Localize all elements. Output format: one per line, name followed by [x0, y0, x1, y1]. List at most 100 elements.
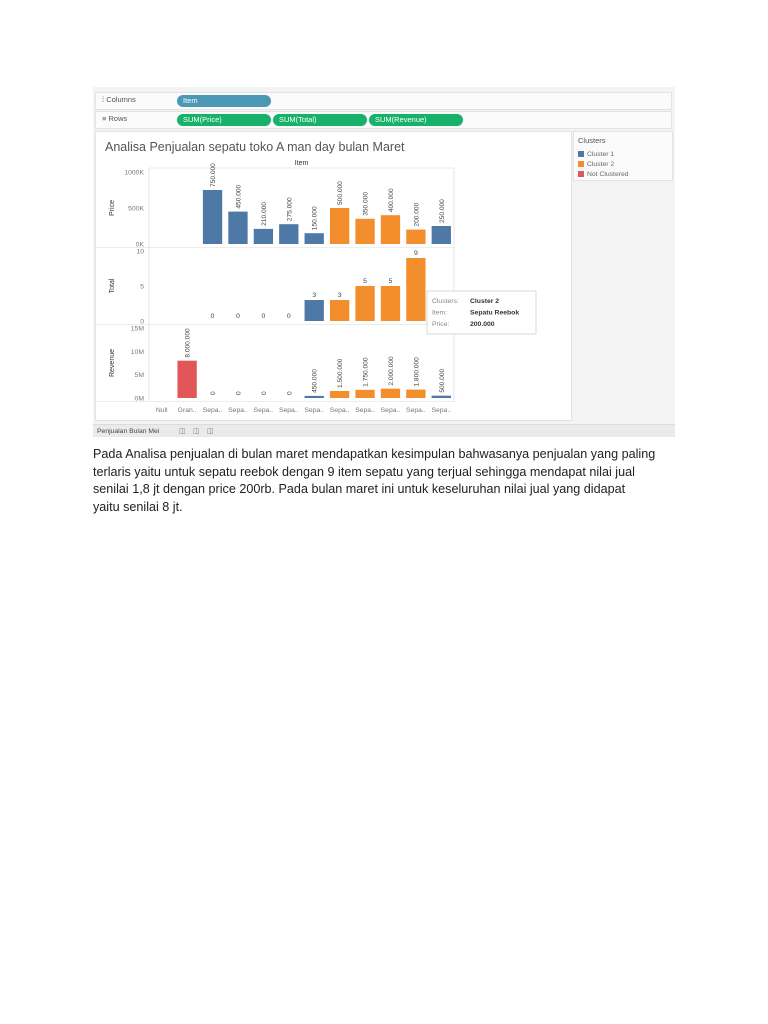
- bar: [355, 286, 375, 321]
- bar: [177, 360, 197, 398]
- y-tick-label: 500K: [128, 206, 144, 213]
- x-tick-label: Sepa..: [381, 407, 401, 414]
- bar: [329, 391, 350, 398]
- bar: [406, 229, 426, 244]
- sheet-tab[interactable]: Penjualan Bulan Mei: [97, 428, 160, 435]
- data-label: 0: [261, 313, 265, 320]
- data-label: 450.000: [312, 369, 319, 393]
- chart-canvas: Analisa Penjualan sepatu toko A man day …: [95, 131, 572, 421]
- y-tick-label: 0K: [136, 242, 145, 249]
- bar: [355, 218, 375, 244]
- data-label: 500.000: [439, 368, 446, 392]
- x-axis-title: Item: [295, 160, 309, 167]
- bar: [304, 395, 324, 398]
- x-tick-label: Sepa..: [228, 407, 248, 414]
- data-label: 400.000: [388, 188, 395, 212]
- chart-svg: Analisa Penjualan sepatu toko A man day …: [96, 140, 537, 414]
- data-label: 3: [338, 292, 342, 299]
- y-tick-label: 0: [140, 319, 144, 326]
- data-label: 3: [312, 292, 316, 299]
- columns-shelf: ⁞ Columns Item: [95, 92, 672, 110]
- data-label: 200.000: [413, 202, 420, 226]
- data-label: 0: [210, 391, 217, 395]
- legend-item-cluster-2[interactable]: Cluster 2: [578, 160, 614, 169]
- y-tick-label: 1000K: [124, 170, 144, 177]
- data-label: 0: [236, 313, 240, 320]
- sheet-tab-bar: Penjualan Bulan Mei ◫ ◫ ◫: [93, 424, 675, 437]
- bar: [380, 388, 401, 398]
- data-label: 5: [389, 278, 393, 285]
- bar: [380, 215, 401, 244]
- pill-sum-revenue[interactable]: SUM(Revenue): [369, 114, 463, 126]
- chart-title: Analisa Penjualan sepatu toko A man day …: [105, 140, 405, 154]
- pill-item[interactable]: Item: [177, 95, 271, 107]
- x-tick-label: Sepa..: [304, 407, 324, 414]
- tooltip-value: 200.000: [470, 321, 495, 328]
- columns-shelf-label: ⁞ Columns: [102, 95, 136, 104]
- bar: [380, 286, 401, 321]
- data-label: 150.000: [312, 206, 319, 230]
- tooltip-value: Cluster 2: [470, 298, 499, 305]
- data-label: 275.000: [286, 197, 293, 221]
- columns-icon: ⁞: [102, 95, 105, 104]
- data-label: 0: [287, 313, 291, 320]
- legend-swatch: [578, 161, 584, 167]
- bar: [279, 224, 299, 244]
- paragraph-line: yaitu senilai 8 jt.: [93, 500, 183, 515]
- data-label: 0: [261, 391, 268, 395]
- data-label: 0: [211, 313, 215, 320]
- y-tick-label: 15M: [131, 326, 145, 333]
- new-story-icon[interactable]: ◫: [207, 428, 214, 435]
- data-label: 350.000: [363, 192, 370, 216]
- paragraph-line: senilai 1,8 jt dengan price 200rb. Pada …: [93, 482, 626, 497]
- legend-swatch: [578, 151, 584, 157]
- data-label: 450.000: [235, 184, 242, 208]
- legend-title: Clusters: [578, 136, 606, 145]
- x-tick-label: Sepa..: [279, 407, 299, 414]
- data-label: 750.000: [210, 163, 217, 187]
- x-tick-label: Sepa..: [254, 407, 274, 414]
- bar: [329, 208, 350, 244]
- x-tick-label: Sepa..: [355, 407, 375, 414]
- x-tick-label: Null: [156, 407, 168, 414]
- y-tick-label: 10: [136, 249, 144, 256]
- data-label: 5: [363, 278, 367, 285]
- rows-icon: ≡: [102, 114, 107, 123]
- pill-sum-price[interactable]: SUM(Price): [177, 114, 271, 126]
- tooltip-box: [426, 290, 537, 335]
- new-worksheet-icon[interactable]: ◫: [179, 428, 186, 435]
- data-label: 250.000: [439, 199, 446, 223]
- y-tick-label: 5M: [135, 372, 145, 379]
- x-tick-label: Gran..: [178, 407, 197, 414]
- data-label: 1.750.000: [363, 357, 370, 387]
- data-label: 1.500.000: [337, 358, 344, 388]
- legend-item-cluster-1[interactable]: Cluster 1: [578, 150, 614, 159]
- y-tick-label: 0M: [135, 396, 145, 403]
- data-label: 2.000.000: [388, 356, 395, 386]
- tooltip-key: Item:: [432, 310, 447, 317]
- legend-swatch: [578, 171, 584, 177]
- bar: [202, 190, 223, 244]
- y-axis-label: Price: [109, 200, 116, 216]
- y-tick-label: 10M: [131, 349, 145, 356]
- new-dashboard-icon[interactable]: ◫: [193, 428, 200, 435]
- bar: [228, 211, 248, 244]
- bar: [431, 226, 451, 244]
- legend-item-not-clustered[interactable]: Not Clustered: [578, 170, 629, 179]
- data-label: 0: [286, 391, 293, 395]
- data-label: 8.000.000: [185, 328, 192, 358]
- pill-sum-total[interactable]: SUM(Total): [273, 114, 367, 126]
- y-axis-label: Revenue: [109, 349, 116, 377]
- rows-shelf: ≡ Rows SUM(Price) SUM(Total) SUM(Revenue…: [95, 111, 672, 129]
- x-tick-label: Sepa..: [203, 407, 223, 414]
- conclusion-paragraph: Pada Analisa penjualan di bulan maret me…: [93, 446, 683, 517]
- x-tick-label: Sepa..: [406, 407, 426, 414]
- rows-shelf-label: ≡ Rows: [102, 114, 128, 123]
- paragraph-line: terlaris yaitu untuk sepatu reebok denga…: [93, 464, 635, 479]
- bar: [304, 300, 324, 321]
- bar: [253, 228, 274, 244]
- data-label: 0: [235, 391, 242, 395]
- bar: [406, 389, 426, 398]
- y-tick-label: 5: [140, 284, 144, 291]
- x-tick-label: Sepa..: [330, 407, 350, 414]
